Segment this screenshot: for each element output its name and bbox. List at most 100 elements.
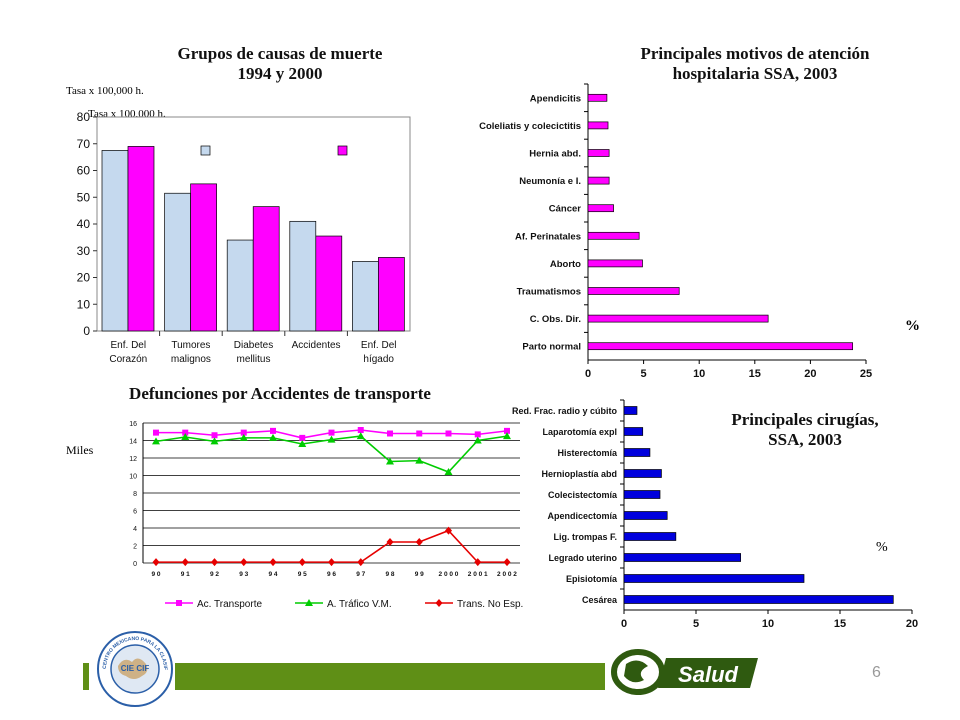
transporte-point xyxy=(504,427,510,434)
transporte-x-tick-label: 2 0 0 0 xyxy=(439,571,459,578)
chart-causas-unit-label: Tasa x 100,000 h. xyxy=(66,85,144,97)
transporte-legend-label: A. Tráfico V.M. xyxy=(327,599,392,610)
cirugias-category-label: Colecistectomía xyxy=(548,490,618,500)
transporte-y-tick-label: 8 xyxy=(133,491,137,498)
chart-cirugias-unit: % xyxy=(876,540,888,555)
causas-x-label: malignos xyxy=(171,354,211,365)
causas-x-label: Corazón xyxy=(109,354,147,365)
causas-bar xyxy=(252,206,280,332)
transporte-y-tick-label: 0 xyxy=(133,561,137,568)
transporte-y-tick-label: 4 xyxy=(133,526,137,533)
salud-logo-text: Salud xyxy=(678,662,738,687)
chart-cirugias-title: Principales cirugías, SSA, 2003 xyxy=(680,410,930,450)
slide-number: 6 xyxy=(872,664,881,681)
causas-y-tick-label: 20 xyxy=(77,271,91,285)
transporte-point xyxy=(415,456,424,464)
transporte-y-tick-label: 2 xyxy=(133,544,137,551)
transporte-series-line xyxy=(156,529,507,563)
transporte-point xyxy=(269,558,277,567)
transporte-y-tick-label: 10 xyxy=(129,474,137,481)
causas-legend-key xyxy=(200,145,211,156)
transporte-point xyxy=(328,558,335,567)
motivos-category-label: C. Obs. Dir. xyxy=(530,314,581,325)
motivos-bar xyxy=(587,93,608,102)
transporte-point xyxy=(503,558,511,567)
chart-motivos-title-line1: Principales motivos de atención xyxy=(640,44,870,63)
transporte-legend-label: Trans. No Esp. xyxy=(457,599,523,610)
causas-y-tick-label: 50 xyxy=(77,190,91,204)
chart-motivos-title: Principales motivos de atención hospital… xyxy=(570,44,940,84)
cemece-seal-logo: CIE CIF CENTRO MEXICANO PARA LA CLASIFIC… xyxy=(96,630,173,707)
transporte-point xyxy=(181,433,190,440)
cirugias-bar xyxy=(623,595,894,604)
cirugias-bar xyxy=(623,406,638,415)
transporte-legend-marker xyxy=(305,599,313,606)
transporte-x-tick-label: 9 6 xyxy=(327,571,336,578)
transporte-point xyxy=(240,429,247,436)
transporte-y-tick-label: 6 xyxy=(133,509,137,516)
transporte-x-tick-label: 9 7 xyxy=(356,571,365,578)
transporte-legend-marker xyxy=(435,599,443,607)
cirugias-category-label: Apendicectomía xyxy=(547,511,618,521)
motivos-x-tick-label: 5 xyxy=(641,368,647,380)
motivos-x-tick-label: 10 xyxy=(693,368,705,380)
transporte-point xyxy=(474,431,481,438)
transporte-x-tick-label: 9 3 xyxy=(239,571,248,578)
motivos-category-label: Cáncer xyxy=(549,204,582,215)
transporte-point xyxy=(182,429,189,436)
transporte-point xyxy=(445,526,452,535)
motivos-bar xyxy=(587,259,643,268)
transporte-point xyxy=(357,427,364,433)
transporte-point xyxy=(503,432,511,440)
chart-causas-title-line2: 1994 y 2000 xyxy=(237,64,323,83)
salud-logo-banner xyxy=(658,658,758,688)
cirugias-x-tick-label: 10 xyxy=(762,618,774,630)
causas-x-label: Tumores xyxy=(171,340,210,351)
transporte-point xyxy=(240,558,248,567)
motivos-category-label: Coleliatis y colecictitis xyxy=(479,121,581,132)
transporte-point xyxy=(299,434,306,441)
causas-bar xyxy=(226,239,254,332)
transporte-point xyxy=(153,429,159,436)
cirugias-x-tick-label: 5 xyxy=(693,618,699,630)
cirugias-bar xyxy=(623,553,741,562)
chart-causas-title: Grupos de causas de muerte 1994 y 2000 xyxy=(100,44,460,84)
transporte-point xyxy=(415,538,423,546)
cirugias-category-label: Episiotomía xyxy=(566,574,618,584)
cirugias-bar xyxy=(623,490,661,499)
transporte-point xyxy=(327,435,336,443)
cirugias-category-label: Red. Frac. radio y cúbito xyxy=(512,406,618,416)
causas-y-tick-label: 10 xyxy=(77,297,91,311)
transporte-point xyxy=(298,558,306,567)
cirugias-category-label: Lig. trompas F. xyxy=(553,532,617,542)
causas-y-tick-label: 30 xyxy=(77,244,91,258)
transporte-point xyxy=(328,429,335,436)
transporte-point xyxy=(445,430,452,437)
transporte-point xyxy=(473,436,482,444)
causas-y-tick-label: 80 xyxy=(77,110,91,124)
transporte-point xyxy=(386,538,394,546)
transporte-x-tick-label: 9 9 xyxy=(415,571,424,578)
motivos-x-tick-label: 0 xyxy=(585,368,591,380)
motivos-x-tick-label: 20 xyxy=(804,368,816,380)
transporte-point xyxy=(211,432,218,439)
motivos-category-label: Traumatismos xyxy=(517,287,581,298)
transporte-point xyxy=(270,427,276,434)
motivos-bar xyxy=(587,287,680,295)
transporte-point xyxy=(356,432,365,440)
transporte-x-tick-label: 9 0 xyxy=(151,571,160,578)
causas-x-label: Accidentes xyxy=(292,340,341,351)
causas-x-label: Enf. Del xyxy=(361,340,397,351)
cirugias-category-label: Legrado uterino xyxy=(548,553,617,563)
transporte-x-tick-label: 9 2 xyxy=(210,571,219,578)
motivos-bar xyxy=(587,314,769,323)
transporte-point xyxy=(298,440,307,447)
cirugias-x-tick-label: 0 xyxy=(621,618,627,630)
motivos-bar xyxy=(587,121,609,130)
transporte-y-tick-label: 14 xyxy=(129,439,137,446)
transporte-x-tick-label: 9 8 xyxy=(385,571,394,578)
transporte-point xyxy=(474,558,482,567)
motivos-x-tick-label: 15 xyxy=(749,368,761,380)
chart-transporte-unit-label: Miles xyxy=(66,443,94,457)
